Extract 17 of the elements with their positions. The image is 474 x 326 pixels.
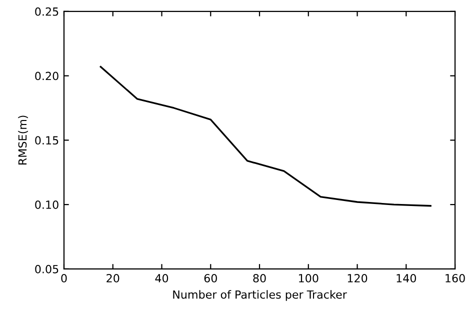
x-tick-label: 100 xyxy=(299,274,318,282)
x-tick-label: 20 xyxy=(106,274,120,282)
x-tick-label: 0 xyxy=(61,274,67,282)
line-series xyxy=(100,66,432,207)
x-tick-label: 120 xyxy=(348,274,368,282)
x-tick-label: 80 xyxy=(253,274,266,282)
y-tick-label: 0.15 xyxy=(35,136,58,145)
x-tick-label: 60 xyxy=(204,274,217,282)
x-tick-label: 160 xyxy=(446,274,465,282)
y-tick-label: 0.25 xyxy=(35,7,58,16)
x-tick-label: 140 xyxy=(396,274,416,282)
y-axis-title: RMSE(m) xyxy=(18,116,28,165)
x-axis-title: Number of Particles per Tracker xyxy=(173,290,347,301)
x-tick-label: 40 xyxy=(155,274,168,282)
y-tick-label: 0.05 xyxy=(35,264,58,274)
y-tick-label: 0.10 xyxy=(35,200,58,209)
y-tick-label: 0.20 xyxy=(35,72,58,80)
